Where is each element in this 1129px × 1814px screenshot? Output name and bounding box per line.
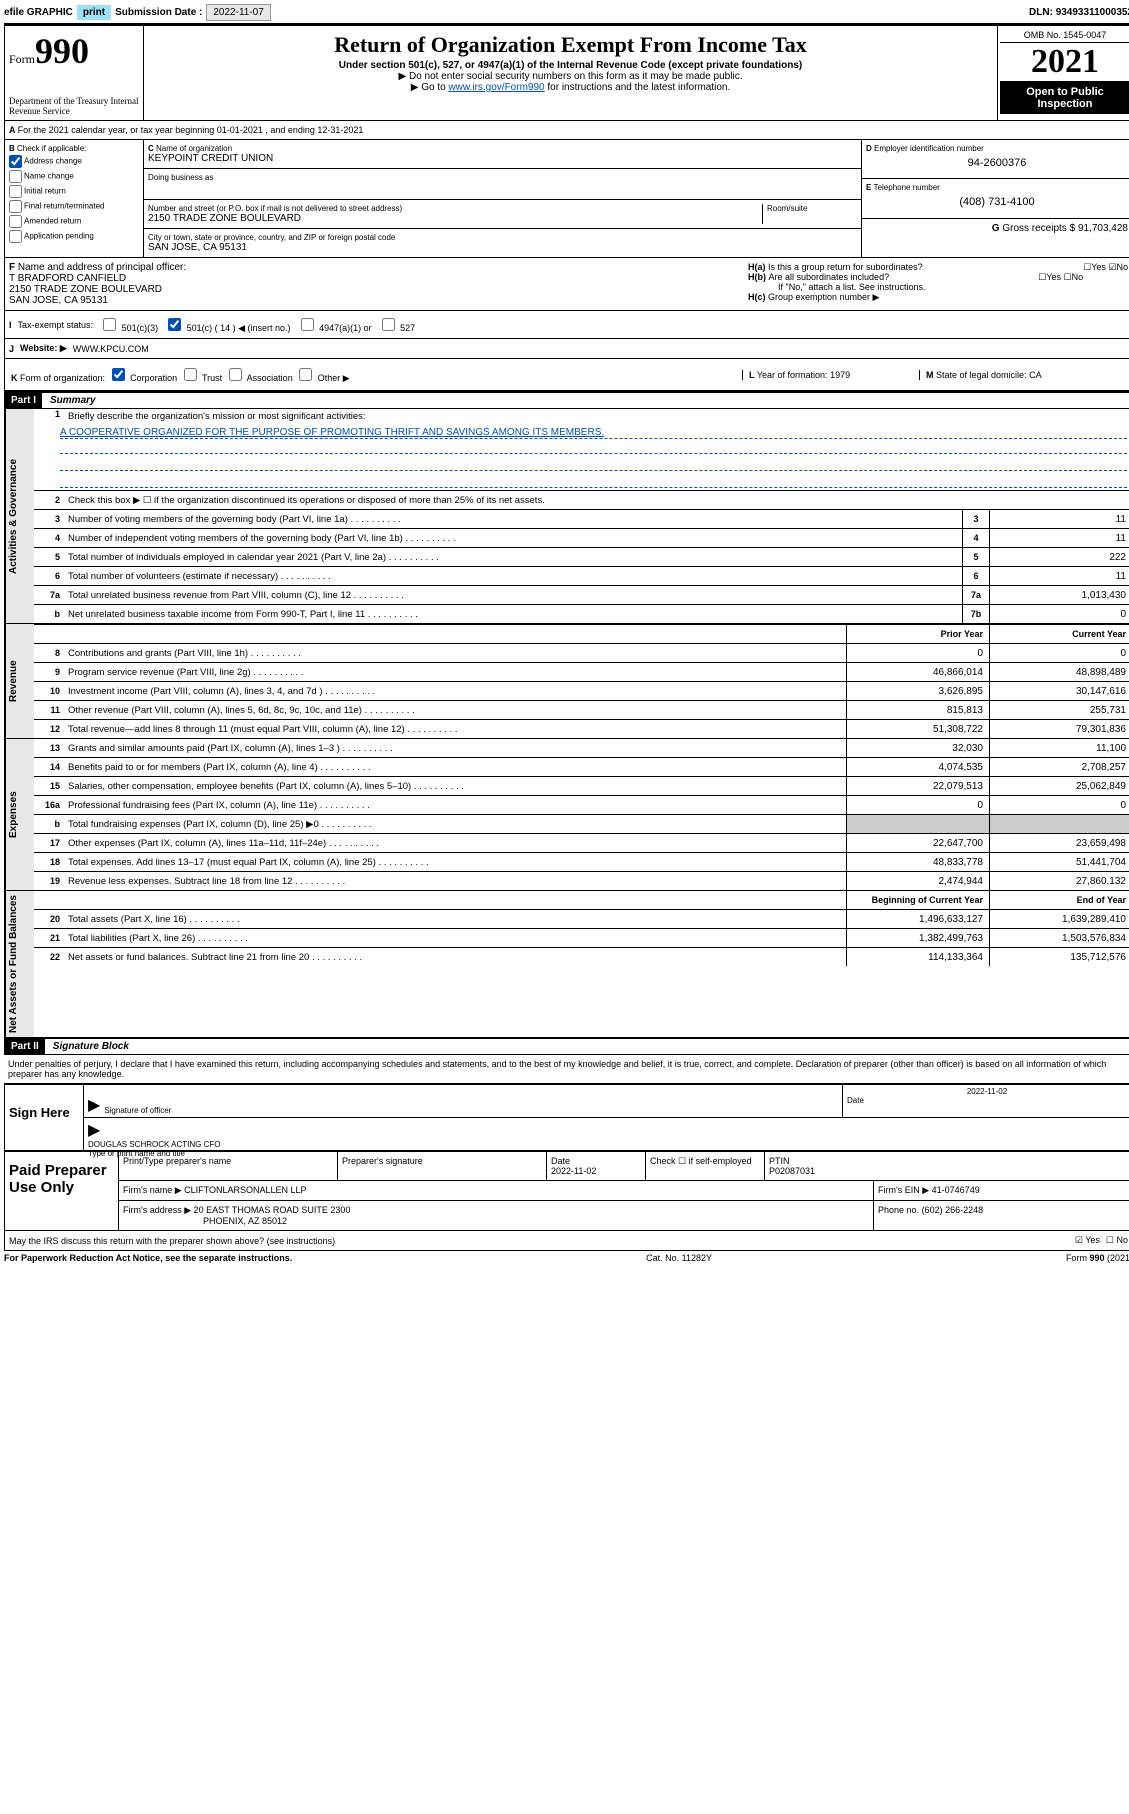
table-row: 14 Benefits paid to or for members (Part… [34,758,1129,777]
gross-receipts: 91,703,428 [1078,223,1128,234]
sign-here-label: Sign Here [5,1085,84,1150]
submission-label: Submission Date : [115,7,202,18]
form-footer: Form 990 (2021) [1066,1253,1129,1263]
table-row: 6 Total number of volunteers (estimate i… [34,567,1129,586]
form-title: Return of Organization Exempt From Incom… [148,32,993,58]
side-governance: Activities & Governance [5,409,34,623]
chk-assoc[interactable]: Association [225,373,293,383]
officer-addr1: 2150 TRADE ZONE BOULEVARD [9,284,162,295]
firm-addr1: 20 EAST THOMAS ROAD SUITE 2300 [194,1205,351,1215]
state-domicile: CA [1029,370,1042,380]
section-b: B Check if applicable: Address change Na… [5,140,144,257]
firm-addr2: PHOENIX, AZ 85012 [203,1216,287,1226]
side-net-assets: Net Assets or Fund Balances [5,891,34,1037]
city-state-zip: SAN JOSE, CA 95131 [148,242,857,253]
table-row: 17 Other expenses (Part IX, column (A), … [34,834,1129,853]
sign-date: 2022-11-02 [847,1087,1127,1096]
penalties-text: Under penalties of perjury, I declare th… [4,1055,1129,1083]
firm-name: CLIFTONLARSONALLEN LLP [184,1185,306,1195]
chk-trust[interactable]: Trust [180,373,223,383]
chk-501c[interactable]: 501(c) ( 14 ) ◀ (insert no.) [164,315,290,334]
table-row: 20 Total assets (Part X, line 16) 1,496,… [34,910,1129,929]
officer-name: T BRADFORD CANFIELD [9,273,126,284]
form-number: 990 [35,31,89,71]
table-row: 22 Net assets or fund balances. Subtract… [34,948,1129,966]
dln: DLN: 93493311000352 [1029,7,1129,18]
website: WWW.KPCU.COM [73,344,149,354]
table-row: b Net unrelated business taxable income … [34,605,1129,623]
table-row: 3 Number of voting members of the govern… [34,510,1129,529]
telephone: (408) 731-4100 [866,192,1128,208]
chk-4947[interactable]: 4947(a)(1) or [297,315,372,334]
efile-label: efile GRAPHIC [4,7,73,18]
year-formation: 1979 [830,370,850,380]
table-row: 16a Professional fundraising fees (Part … [34,796,1129,815]
paperwork-notice: For Paperwork Reduction Act Notice, see … [4,1253,292,1263]
table-row: 11 Other revenue (Part VIII, column (A),… [34,701,1129,720]
tax-year: 2021 [1000,43,1129,82]
subtitle-2: ▶ Do not enter social security numbers o… [148,71,993,82]
table-row: 4 Number of independent voting members o… [34,529,1129,548]
line-a: A For the 2021 calendar year, or tax yea… [4,121,1129,140]
table-row: 15 Salaries, other compensation, employe… [34,777,1129,796]
table-row: 21 Total liabilities (Part X, line 26) 1… [34,929,1129,948]
chk-501c3[interactable]: 501(c)(3) [99,315,158,334]
chk-other[interactable]: Other ▶ [295,373,349,383]
open-to-public: Open to Public Inspection [1000,82,1129,114]
table-row: 9 Program service revenue (Part VIII, li… [34,663,1129,682]
chk-final-return[interactable]: Final return/terminated [9,200,139,213]
chk-527[interactable]: 527 [378,315,416,334]
side-revenue: Revenue [5,624,34,738]
table-row: 13 Grants and similar amounts paid (Part… [34,739,1129,758]
omb-number: OMB No. 1545-0047 [1000,28,1129,43]
table-row: 5 Total number of individuals employed i… [34,548,1129,567]
ptin: P02087031 [769,1166,815,1176]
table-row: 8 Contributions and grants (Part VIII, l… [34,644,1129,663]
discuss-yes[interactable]: ☑ Yes [1075,1235,1100,1246]
table-row: 7a Total unrelated business revenue from… [34,586,1129,605]
print-link[interactable]: print [77,5,111,20]
firm-ein: 41-0746749 [932,1185,980,1195]
table-row: 12 Total revenue—add lines 8 through 11 … [34,720,1129,738]
table-row: 10 Investment income (Part VIII, column … [34,682,1129,701]
top-bar: efile GRAPHIC print Submission Date : 20… [4,4,1129,25]
part2-header: Part II [5,1039,45,1054]
officer-addr2: SAN JOSE, CA 95131 [9,295,108,306]
subtitle-3: ▶ Go to www.irs.gov/Form990 for instruct… [148,82,993,93]
chk-corp[interactable]: Corporation [108,373,178,383]
part2-title: Signature Block [45,1039,137,1054]
chk-amended[interactable]: Amended return [9,215,139,228]
table-row: b Total fundraising expenses (Part IX, c… [34,815,1129,834]
submission-date: 2022-11-07 [206,4,270,21]
chk-application-pending[interactable]: Application pending [9,230,139,243]
cat-number: Cat. No. 11282Y [646,1253,712,1263]
form-word: Form [9,52,35,66]
street-address: 2150 TRADE ZONE BOULEVARD [148,213,301,224]
signer-name: DOUGLAS SCHROCK ACTING CFO [88,1140,1128,1149]
side-expenses: Expenses [5,739,34,890]
part1-header: Part I [5,393,42,408]
chk-initial-return[interactable]: Initial return [9,185,139,198]
subtitle-1: Under section 501(c), 527, or 4947(a)(1)… [148,60,993,71]
prep-date: 2022-11-02 [551,1166,596,1176]
org-name: KEYPOINT CREDIT UNION [148,153,857,164]
part1-title: Summary [42,393,104,408]
table-row: 19 Revenue less expenses. Subtract line … [34,872,1129,890]
ein: 94-2600376 [866,153,1128,169]
irs-link[interactable]: www.irs.gov/Form990 [448,82,544,93]
paid-preparer-label: Paid Preparer Use Only [5,1152,119,1230]
chk-name-change[interactable]: Name change [9,170,139,183]
table-row: 18 Total expenses. Add lines 13–17 (must… [34,853,1129,872]
firm-phone: (602) 266-2248 [922,1205,984,1215]
chk-address-change[interactable]: Address change [9,155,139,168]
mission-text[interactable]: A COOPERATIVE ORGANIZED FOR THE PURPOSE … [60,427,604,438]
dept-treasury: Department of the Treasury Internal Reve… [9,96,139,116]
discuss-no[interactable]: ☐ No [1106,1235,1128,1246]
form-header: Form990 Department of the Treasury Inter… [4,25,1129,121]
